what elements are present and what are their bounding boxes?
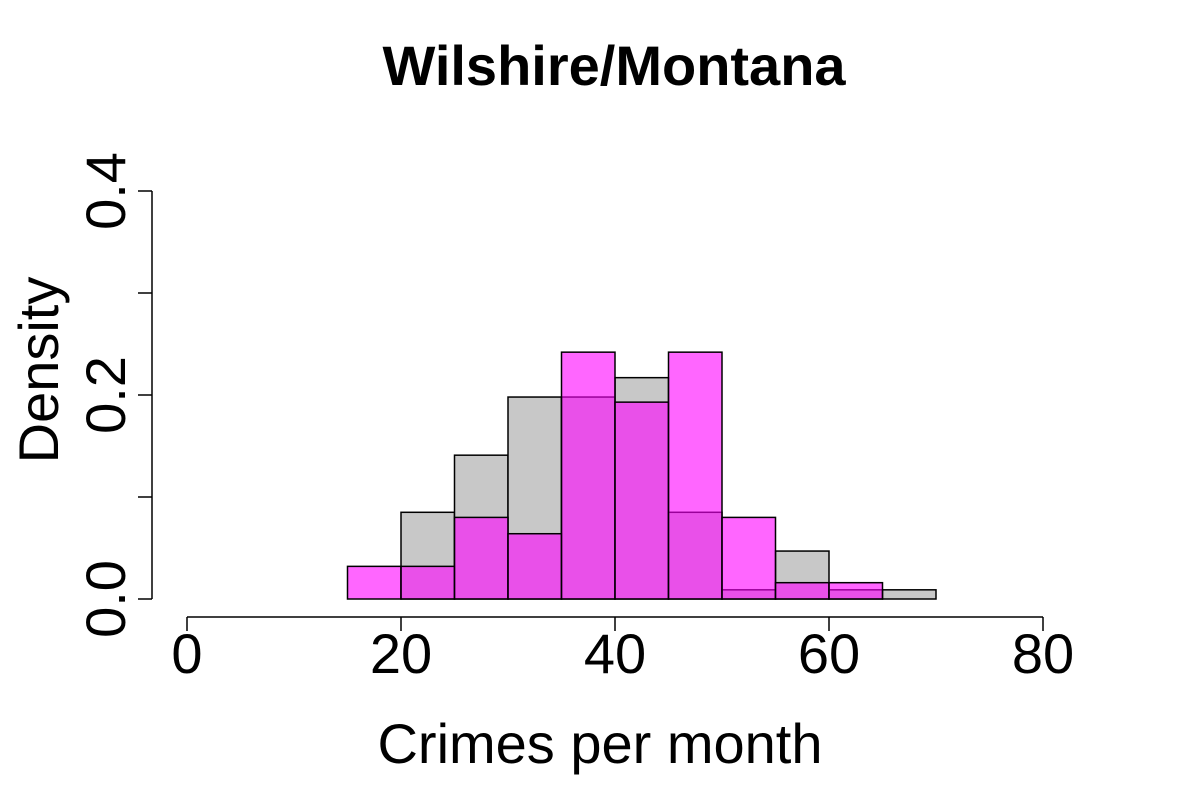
y-tick-label: 0.2 <box>74 356 137 434</box>
x-tick-label: 40 <box>584 622 646 685</box>
y-tick-label: 0.4 <box>74 152 137 230</box>
histogram-bar-series-1-bin-14 <box>881 589 937 600</box>
ticks-layer: 0 20 40 60 80 0.0 0.2 0.4 <box>74 152 1074 685</box>
bars-layer <box>346 351 937 600</box>
histogram-bar-series-2-bin-6 <box>453 516 509 600</box>
histogram-bar-series-2-bin-4 <box>346 565 402 600</box>
x-tick-label: 20 <box>370 622 432 685</box>
histogram-bar-series-2-bin-10 <box>667 351 723 600</box>
x-tick-label: 0 <box>171 622 202 685</box>
histogram-bar-series-2-bin-8 <box>560 351 616 600</box>
histogram-bar-series-2-bin-12 <box>774 581 830 600</box>
histogram-bar-series-2-bin-11 <box>721 516 777 600</box>
y-tick-label: 0.0 <box>74 560 137 638</box>
x-tick-label: 60 <box>798 622 860 685</box>
histogram-bar-series-2-bin-7 <box>507 532 563 600</box>
histogram-bar-series-2-bin-9 <box>614 401 670 600</box>
histogram-bar-series-2-bin-13 <box>828 581 884 600</box>
histogram-bar-series-2-bin-5 <box>400 565 456 600</box>
x-tick-label: 80 <box>1012 622 1074 685</box>
x-axis-label: Crimes per month <box>377 712 822 775</box>
y-axis-label: Density <box>7 277 70 464</box>
chart-title: Wilshire/Montana <box>382 34 846 97</box>
